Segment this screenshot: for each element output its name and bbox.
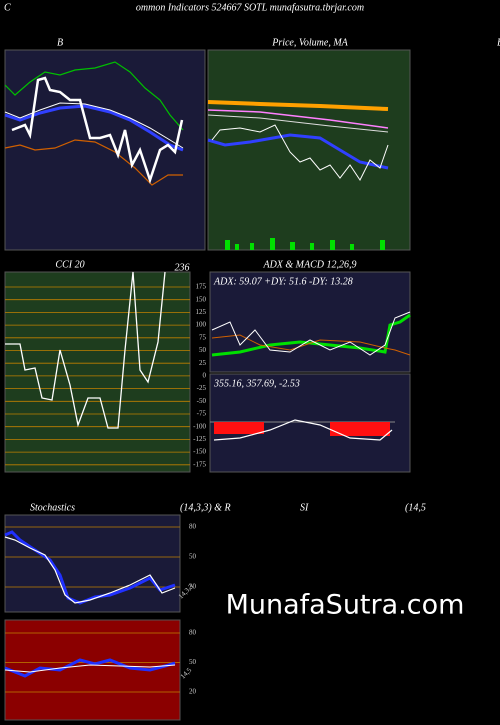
- tick-label: -175: [193, 460, 206, 468]
- tick-label: 0: [203, 372, 207, 380]
- macd-line: [213, 419, 393, 441]
- panel-title: Price, Volume, MA: [271, 37, 348, 48]
- adx-text: ADX: 59.07 +DY: 51.6 -DY: 13.28: [213, 276, 353, 287]
- middle-band-outline: [4, 102, 184, 149]
- tick-label: 50: [189, 658, 197, 666]
- panel-title: B: [57, 37, 63, 48]
- lower-band: [4, 139, 183, 186]
- tick-label: -75: [197, 410, 207, 418]
- tick-label: 20: [189, 583, 197, 591]
- dmi-line: [211, 311, 411, 356]
- adx-line: [211, 313, 411, 357]
- upper-band: [4, 61, 184, 131]
- panel-params: (14,5: [405, 502, 426, 513]
- panel-title: ADX & MACD 12,26,9: [262, 259, 356, 270]
- header-title: ommon Indicators 524667 SOTL munafasutra…: [136, 2, 364, 13]
- tick-label: 80: [189, 629, 197, 637]
- ma-line: [207, 100, 389, 111]
- price-panel: [207, 49, 411, 251]
- middle-band: [4, 104, 184, 152]
- panel-title: CCI 20: [55, 259, 84, 270]
- volume-bars: [225, 238, 385, 250]
- corner-label: C: [4, 2, 11, 13]
- tick-label: 50: [199, 346, 207, 354]
- ma-line: [207, 109, 389, 129]
- rsi-ma: [4, 664, 176, 673]
- tick-label: -125: [193, 435, 206, 443]
- stoch-k: [4, 530, 176, 605]
- tick-label: 75: [199, 333, 207, 341]
- tick-label: 20: [189, 688, 197, 696]
- tick-label: 50: [189, 553, 197, 561]
- macd-text: 355.16, 357.69, -2.53: [213, 378, 300, 389]
- tick-label: 100: [196, 321, 207, 329]
- cci-line: [5, 271, 166, 429]
- stoch-panel: [4, 514, 181, 613]
- ma-line: [207, 133, 389, 170]
- tick-label: -50: [197, 397, 207, 405]
- ma-line: [207, 114, 389, 133]
- tick-label: 25: [199, 359, 207, 367]
- edge-label: B: [497, 37, 500, 48]
- macd-histogram: [214, 422, 390, 436]
- adx-panel: [209, 271, 411, 373]
- cci-top-label: 236: [175, 262, 190, 273]
- tick-label: 80: [189, 523, 197, 531]
- tick-label: 150: [196, 295, 207, 303]
- panel-title: Stochastics: [30, 502, 75, 513]
- panel-params: (14,3,3) & R: [180, 502, 231, 513]
- stoch-d: [4, 536, 176, 604]
- price-line: [211, 124, 389, 181]
- tick-label: 125: [196, 308, 207, 316]
- panel-title: SI: [300, 502, 309, 513]
- tick-label: -150: [193, 448, 206, 456]
- watermark: MunafaSutra.com: [226, 590, 465, 621]
- tick-label: 175: [196, 283, 207, 291]
- tick-label: -25: [197, 384, 207, 392]
- rsi-line: [4, 658, 176, 678]
- price-line: [11, 76, 184, 184]
- tick-label: -100: [193, 422, 206, 430]
